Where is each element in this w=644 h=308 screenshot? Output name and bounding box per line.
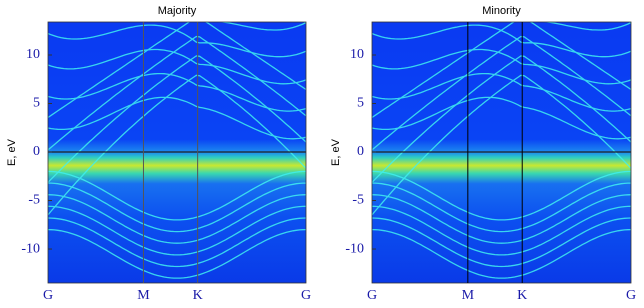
band [48, 170, 306, 221]
band [372, 22, 631, 119]
x-tick-label: G [43, 288, 53, 303]
band [372, 170, 631, 221]
bands [372, 0, 631, 279]
band [372, 0, 631, 4]
band [48, 48, 306, 85]
band [372, 182, 631, 233]
chart-title: Majority [158, 5, 197, 17]
band [372, 194, 631, 244]
x-tick-label: G [626, 288, 636, 303]
x-tick-label: G [367, 288, 377, 303]
band [48, 72, 306, 112]
bands [48, 0, 306, 279]
y-tick-label: 0 [33, 144, 40, 159]
band [48, 0, 306, 4]
y-tick-label: 0 [357, 144, 364, 159]
band [48, 96, 306, 140]
band [372, 72, 631, 112]
band [372, 205, 631, 256]
band [48, 182, 306, 233]
band [523, 22, 631, 31]
band [48, 194, 306, 244]
y-axis-label: E, eV [6, 138, 18, 166]
band [372, 217, 631, 268]
band [48, 205, 306, 256]
x-tick-label: K [193, 288, 203, 303]
band [48, 217, 306, 268]
y-tick-label: -5 [28, 193, 40, 208]
y-tick-label: 5 [33, 96, 40, 111]
y-tick-label: 10 [26, 47, 40, 62]
band [372, 96, 631, 140]
y-tick-label: 5 [357, 96, 364, 111]
y-tick-label: -10 [345, 241, 364, 256]
band [372, 74, 631, 216]
y-axis-label: E, eV [330, 138, 342, 166]
y-tick-label: 10 [350, 47, 364, 62]
x-tick-label: M [137, 288, 150, 303]
band [48, 228, 306, 279]
chart-title: Minority [482, 5, 521, 17]
x-tick-label: M [462, 288, 475, 303]
band [372, 35, 631, 151]
band [199, 22, 306, 31]
x-tick-label: K [517, 288, 527, 303]
band [48, 74, 306, 216]
band [372, 228, 631, 279]
x-tick-label: G [301, 288, 311, 303]
band [48, 35, 306, 151]
y-tick-label: -10 [21, 241, 40, 256]
band [372, 48, 631, 85]
band [48, 22, 306, 119]
band [48, 55, 306, 183]
y-tick-label: -5 [352, 193, 364, 208]
band [372, 55, 631, 183]
